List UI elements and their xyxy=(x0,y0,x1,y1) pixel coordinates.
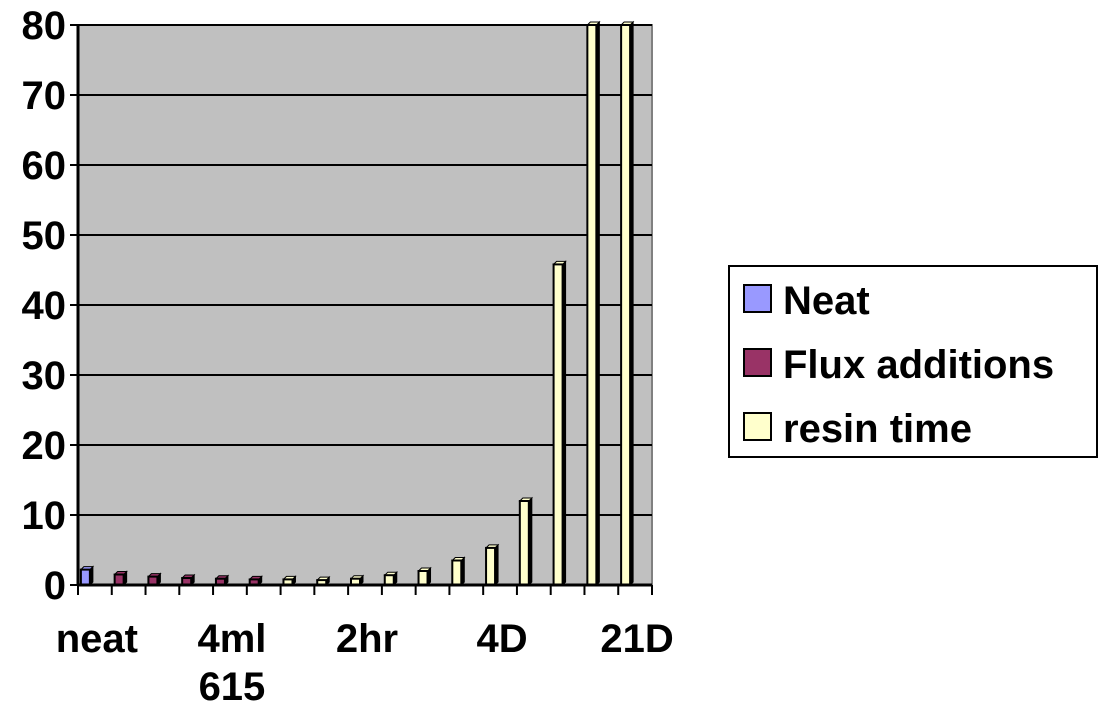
bar-resin-time xyxy=(484,543,500,587)
y-tick-label: 0 xyxy=(44,564,66,608)
bar-resin-time xyxy=(518,496,534,587)
legend-label: resin time xyxy=(783,407,972,451)
bar-resin-time xyxy=(417,566,432,587)
bar-resin-time xyxy=(451,556,466,587)
x-tick-label: neat xyxy=(56,617,138,661)
bar-front xyxy=(113,573,125,586)
y-tick-label: 60 xyxy=(22,144,67,188)
x-tick-label-line: 21D xyxy=(600,617,673,661)
legend: Neat Flux additions resin time xyxy=(728,265,1098,458)
x-tick-label-line: neat xyxy=(56,617,138,661)
legend-label: Flux additions xyxy=(783,343,1054,387)
x-axis-ticks: neat 4ml 615 2hr 4D 21D xyxy=(56,585,674,709)
bar-front xyxy=(451,559,463,586)
bar-front xyxy=(485,546,497,587)
x-tick-label: 2hr xyxy=(336,617,398,661)
y-axis-ticks: 0 10 20 30 40 50 60 70 80 xyxy=(22,4,78,608)
bar-flux-additions xyxy=(113,570,128,587)
bar-front xyxy=(586,24,598,586)
bar-resin-time xyxy=(552,260,567,587)
bar-front xyxy=(518,500,530,586)
y-tick-label: 10 xyxy=(22,494,67,538)
y-tick-label: 20 xyxy=(22,424,67,468)
x-tick-label-line: 4ml xyxy=(197,617,266,661)
y-tick-label: 80 xyxy=(22,4,67,48)
bar-resin-time xyxy=(619,20,635,587)
y-tick-label: 30 xyxy=(22,354,67,398)
x-tick-label: 4ml 615 xyxy=(197,617,266,709)
y-tick-label: 70 xyxy=(22,74,67,118)
bar-resin-time xyxy=(383,570,398,587)
x-tick-label-line: 2hr xyxy=(336,617,398,661)
legend-swatch xyxy=(743,284,772,313)
legend-box xyxy=(728,265,1098,458)
y-tick-label: 40 xyxy=(22,284,67,328)
bar-resin-time xyxy=(586,20,601,587)
bar-front xyxy=(620,24,632,586)
bar-front xyxy=(417,570,429,586)
legend-label: Neat xyxy=(783,279,870,323)
bar-flux-additions xyxy=(147,572,162,587)
x-tick-label: 4D xyxy=(476,617,527,661)
bar-neat xyxy=(79,565,95,587)
x-tick-label-line: 615 xyxy=(199,665,266,709)
x-tick-label-line: 4D xyxy=(476,617,527,661)
legend-swatch xyxy=(743,412,772,441)
bar-front xyxy=(552,263,564,586)
bar-flux-additions xyxy=(214,574,230,587)
y-tick-label: 50 xyxy=(22,214,67,258)
x-tick-label: 21D xyxy=(600,617,673,661)
legend-swatch xyxy=(743,348,772,377)
bar-front xyxy=(79,568,91,586)
